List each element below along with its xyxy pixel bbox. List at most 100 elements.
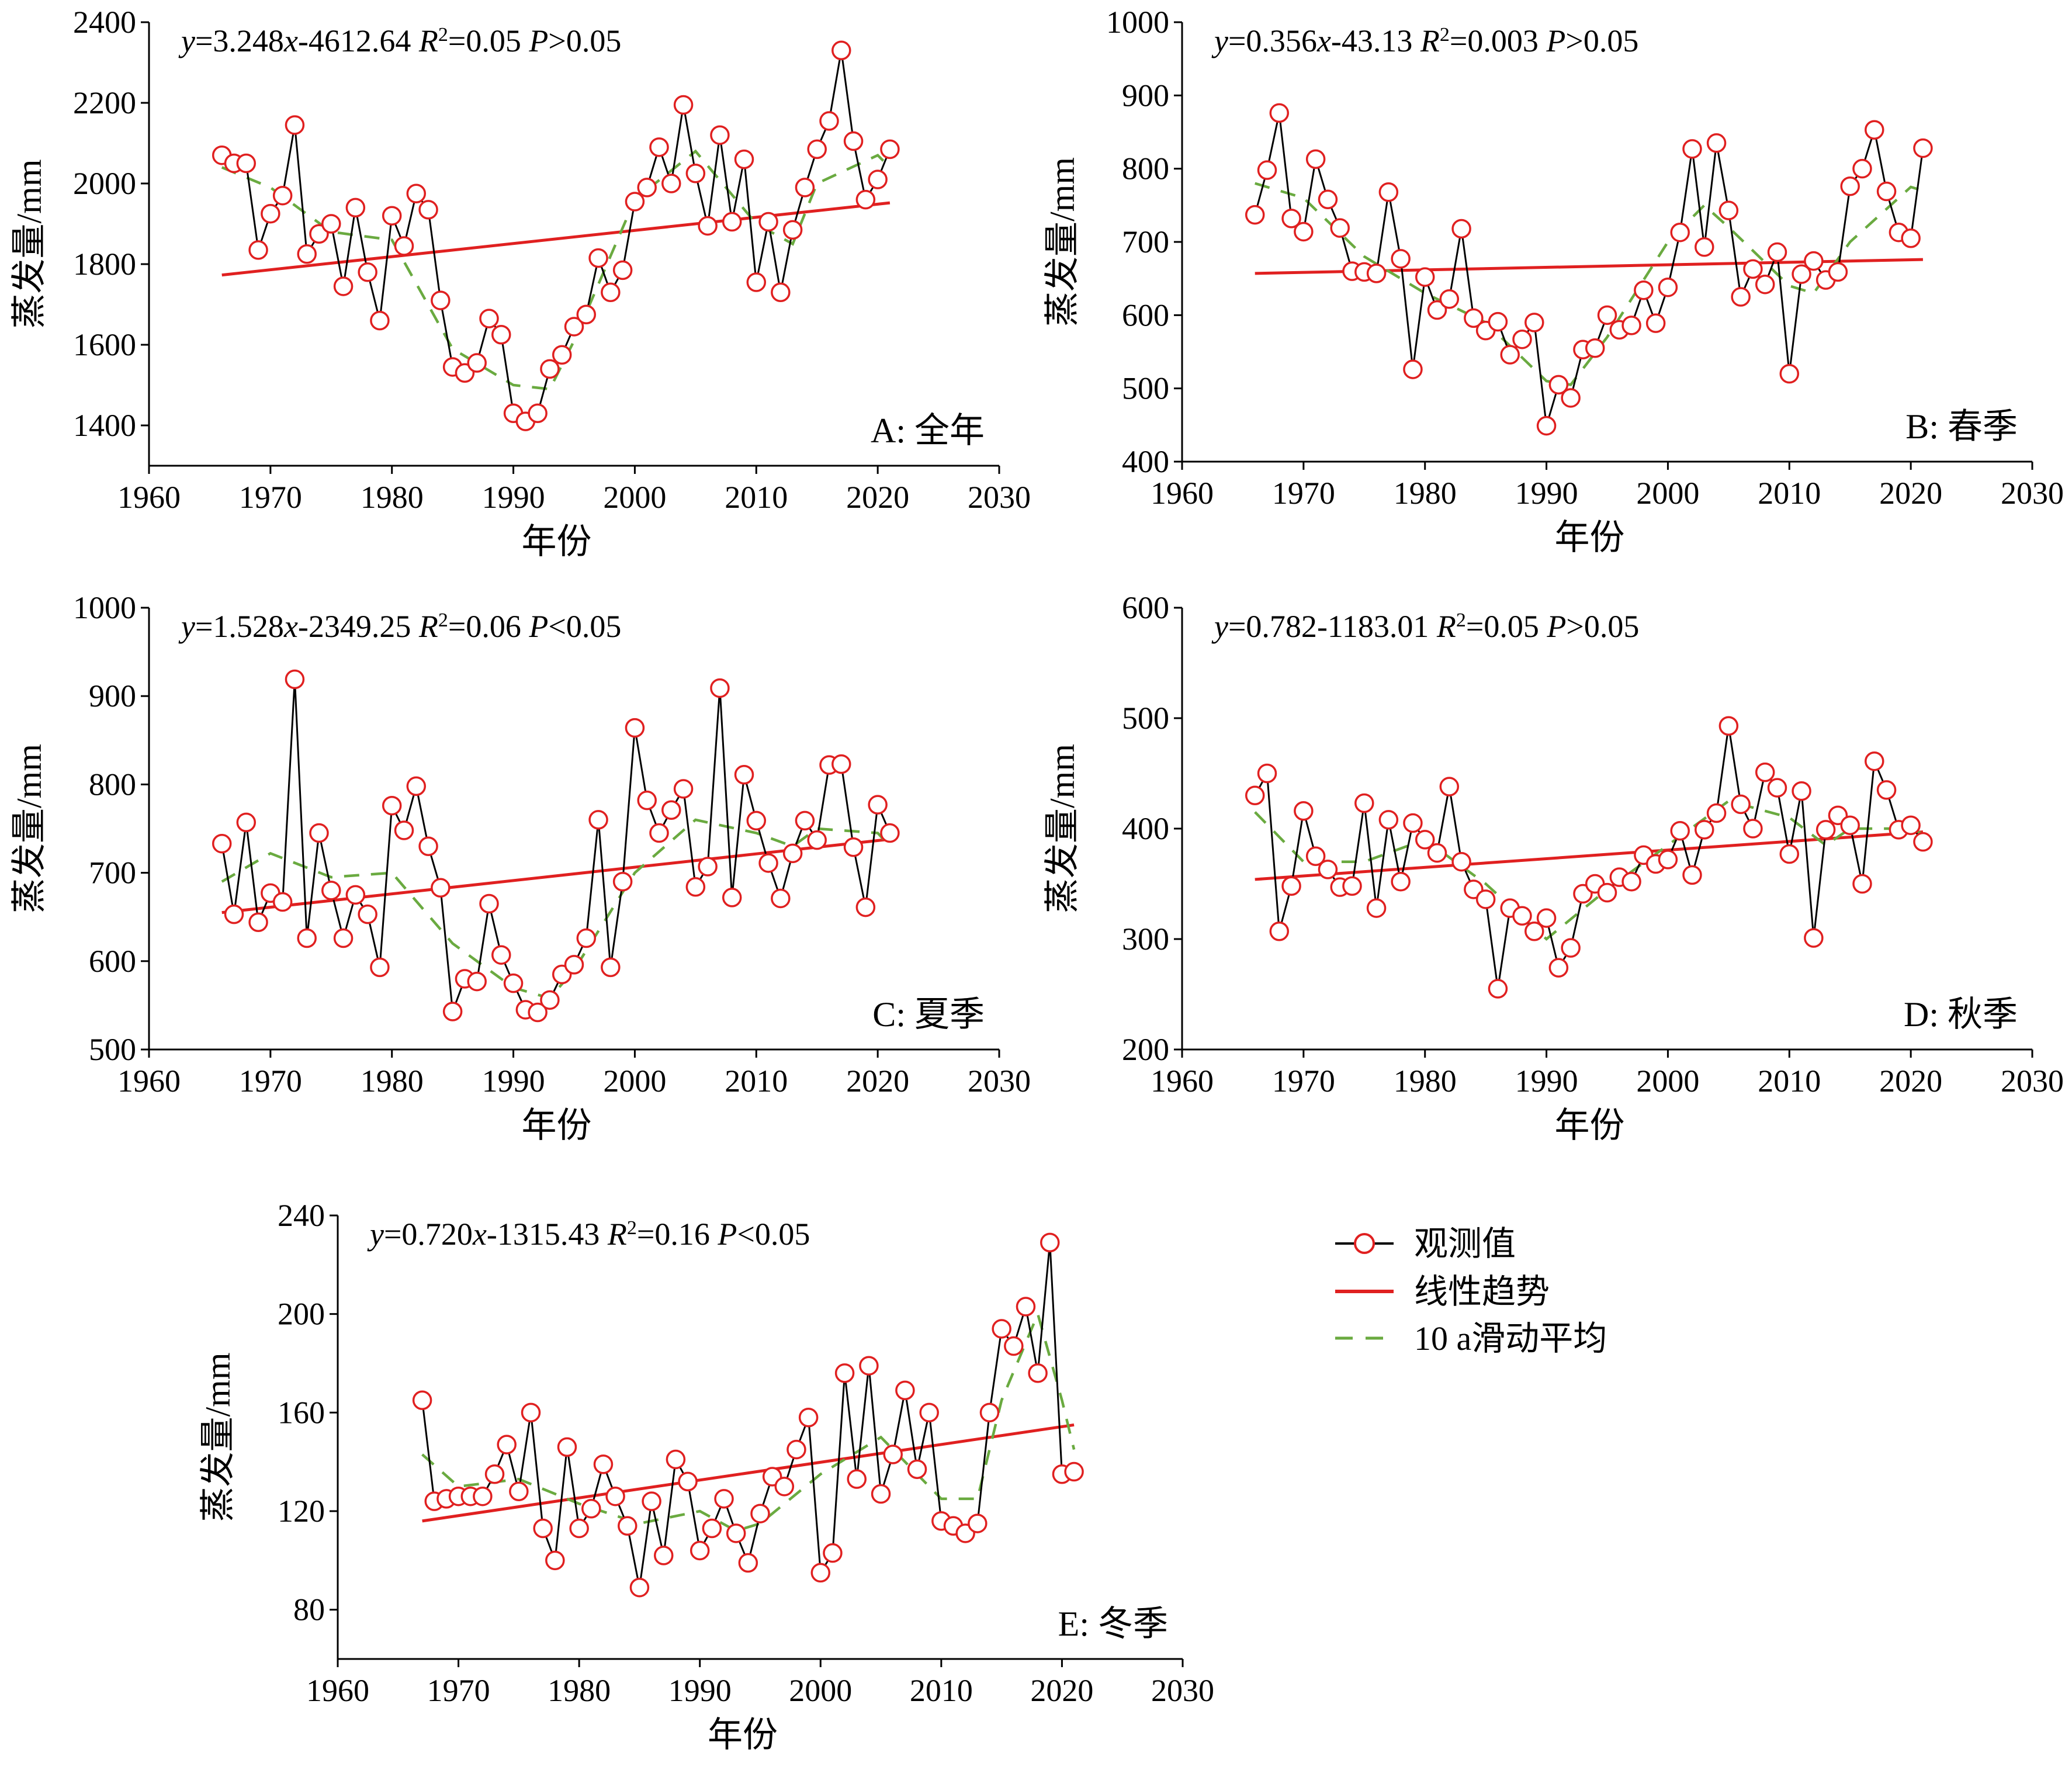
observed-point xyxy=(1767,242,1787,262)
observed-point xyxy=(406,776,427,796)
observed-line xyxy=(421,1242,1075,1588)
y-tick-label: 80 xyxy=(293,1592,325,1627)
observed-point xyxy=(412,1390,432,1410)
legend-observed-label: 观测值 xyxy=(1414,1225,1516,1263)
observed-point xyxy=(1645,313,1666,333)
observed-point xyxy=(722,888,742,907)
observed-point xyxy=(321,881,341,900)
x-tick-label: 1990 xyxy=(1515,476,1578,511)
y-axis-label: 蒸发量/mm xyxy=(10,744,48,913)
observed-point xyxy=(1706,803,1727,823)
observed-point xyxy=(1828,262,1848,282)
x-tick-label: 1960 xyxy=(117,480,181,515)
observed-point xyxy=(236,812,257,833)
observed-point xyxy=(1718,716,1739,736)
observed-point xyxy=(1718,200,1739,220)
x-tick-label: 1970 xyxy=(239,480,302,515)
observed-point xyxy=(702,1518,722,1539)
observed-point xyxy=(394,236,414,256)
observed-point xyxy=(1913,832,1933,852)
observed-point xyxy=(1876,780,1897,800)
observed-point xyxy=(593,1454,614,1474)
trend-line xyxy=(221,201,891,277)
panel-label: A: 全年 xyxy=(871,411,985,450)
y-tick-label: 300 xyxy=(1122,922,1169,957)
y-tick-label: 1800 xyxy=(73,247,136,282)
observed-point xyxy=(855,897,876,917)
observed-point xyxy=(509,1481,529,1502)
observed-point xyxy=(1391,249,1411,269)
regression-equation: y=0.782-1183.01 R2=0.05 P>0.05 xyxy=(1211,609,1639,644)
observed-point xyxy=(649,823,669,843)
y-tick-label: 1400 xyxy=(73,408,136,443)
observed-point xyxy=(1269,103,1290,123)
observed-point xyxy=(1682,865,1702,885)
legend-observed-marker xyxy=(1354,1233,1375,1254)
observed-point xyxy=(272,185,293,206)
observed-point xyxy=(382,795,402,816)
observed-point xyxy=(1524,922,1544,941)
observed-point xyxy=(1294,221,1314,242)
x-tick-label: 2010 xyxy=(725,1064,788,1099)
observed-point xyxy=(968,1513,988,1533)
observed-point xyxy=(588,810,608,830)
observed-point xyxy=(418,200,438,220)
y-tick-label: 700 xyxy=(89,855,136,891)
regression-equation: y=0.356x-43.13 R2=0.003 P>0.05 xyxy=(1211,23,1638,58)
observed-point xyxy=(673,779,694,799)
observed-point xyxy=(734,765,754,785)
observed-point xyxy=(831,754,851,774)
observed-point xyxy=(1621,871,1641,892)
observed-point xyxy=(1621,316,1641,335)
observed-point xyxy=(212,833,232,854)
observed-point xyxy=(907,1459,927,1480)
observed-point xyxy=(1876,181,1897,202)
observed-point xyxy=(612,260,633,280)
observed-point xyxy=(859,1356,879,1376)
chart-panel-3: 1960 1970 1980 1990 2000 2010 2020 2030 500 600 70… xyxy=(10,590,1031,1145)
observed-point xyxy=(1536,415,1557,436)
observed-point xyxy=(248,912,268,933)
observed-point xyxy=(798,1408,819,1428)
observed-point xyxy=(521,1402,541,1423)
observed-point xyxy=(1913,138,1933,158)
observed-point xyxy=(843,837,864,857)
x-axis-label: 年份 xyxy=(708,1716,778,1754)
x-tick-label: 2000 xyxy=(603,480,666,515)
x-tick-label: 2010 xyxy=(910,1673,973,1708)
observed-point xyxy=(843,131,864,151)
observed-point xyxy=(497,1435,517,1454)
observed-point xyxy=(248,240,268,260)
x-tick-label: 2030 xyxy=(2001,1064,2064,1099)
legend-observed: 观测值 xyxy=(1335,1225,1516,1263)
observed-point xyxy=(605,1486,625,1506)
observed-point xyxy=(795,810,815,831)
observed-point xyxy=(1488,979,1508,999)
observed-point xyxy=(1366,898,1387,918)
observed-point xyxy=(1269,922,1290,941)
observed-point xyxy=(618,1516,637,1536)
observed-point xyxy=(581,1499,601,1519)
observed-point xyxy=(880,823,900,843)
x-tick-label: 1980 xyxy=(361,480,424,515)
y-tick-label: 120 xyxy=(278,1494,325,1529)
observed-point xyxy=(1281,876,1301,896)
panel-label: B: 春季 xyxy=(1905,407,2018,446)
observed-point xyxy=(871,1484,891,1504)
x-tick-label: 1960 xyxy=(306,1673,369,1708)
observed-point xyxy=(1391,871,1411,892)
observed-point xyxy=(479,893,499,914)
y-axis-label: 蒸发量/mm xyxy=(199,1352,237,1522)
observed-point xyxy=(1245,785,1265,806)
x-tick-label: 1990 xyxy=(1515,1064,1578,1099)
x-tick-label: 1960 xyxy=(1151,1064,1214,1099)
x-tick-label: 1960 xyxy=(1151,476,1214,511)
observed-point xyxy=(1804,251,1824,271)
regression-equation: y=0.720x-1315.43 R2=0.16 P<0.05 xyxy=(367,1217,810,1252)
observed-point xyxy=(1378,182,1399,202)
observed-point xyxy=(1294,801,1314,821)
observed-point xyxy=(1500,345,1520,365)
observed-point xyxy=(1464,308,1484,328)
observed-point xyxy=(1342,876,1362,896)
observed-point xyxy=(1670,821,1690,841)
